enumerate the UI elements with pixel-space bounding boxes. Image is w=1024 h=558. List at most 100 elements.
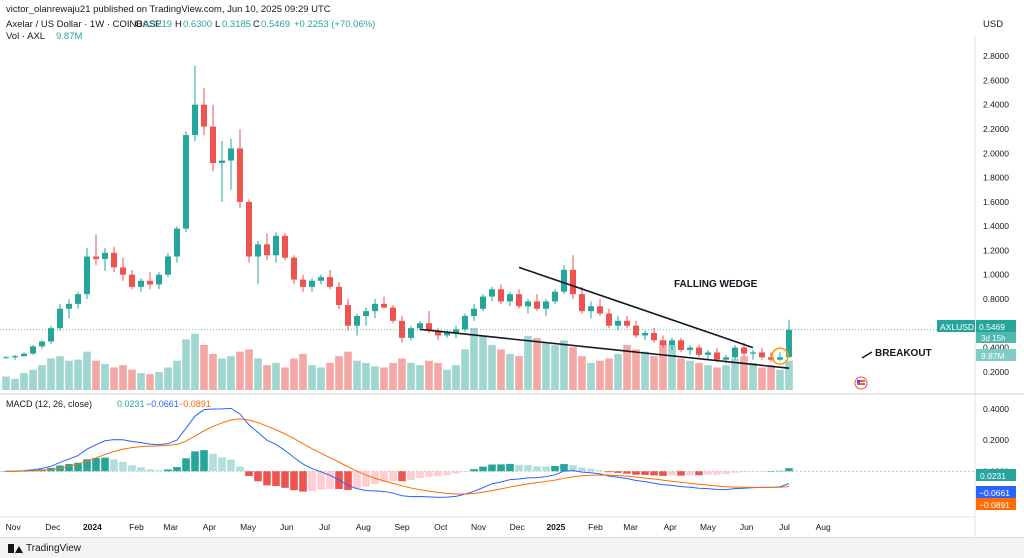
macd-hist-bar <box>299 471 307 492</box>
volume-bar <box>740 356 748 390</box>
candle-body <box>516 294 522 307</box>
candle-body <box>768 357 774 360</box>
volume-bar <box>326 362 334 390</box>
candle-body <box>219 160 225 163</box>
macd-hist-bar <box>407 471 415 480</box>
macd-hist-bar <box>308 471 316 492</box>
time-tick-label: May <box>240 522 257 532</box>
macd-hist-bar <box>380 471 388 482</box>
volume-bar <box>686 360 694 390</box>
candle-body <box>570 269 576 295</box>
candle-body <box>228 148 234 161</box>
candle-body <box>435 330 441 336</box>
candle-body <box>732 347 738 358</box>
signal-line <box>5 418 790 495</box>
macd-hist-bar <box>344 471 352 490</box>
volume-value: 9.87M <box>56 31 82 42</box>
footer-brand: TradingView <box>26 542 82 554</box>
time-tick-label: Nov <box>471 522 487 532</box>
macd-hist-bar <box>551 465 559 472</box>
volume-bar <box>182 339 190 390</box>
volume-bar <box>38 365 46 390</box>
volume-bar <box>776 369 784 390</box>
macd-hist-bar <box>758 471 766 472</box>
candle-body <box>777 357 783 360</box>
candle-body <box>543 301 549 309</box>
svg-text:9.87M: 9.87M <box>981 351 1005 361</box>
candle-body <box>597 306 603 314</box>
ohlc-change: +0.2253 (+70.06%) <box>294 19 375 30</box>
macd-hist-bar <box>65 464 73 472</box>
candle-body <box>489 289 495 297</box>
time-tick-label: Feb <box>129 522 144 532</box>
macd-hist-tag: 0.0231 <box>980 471 1006 481</box>
candle-body <box>507 294 513 302</box>
candle-body <box>354 316 360 326</box>
macd-hist-bar <box>227 459 235 472</box>
breakout-circle <box>771 347 789 365</box>
macd-hist-bar <box>560 464 568 472</box>
breakout-arrow <box>861 351 873 359</box>
volume-bar <box>218 358 226 390</box>
flag-icon[interactable] <box>854 376 868 390</box>
macd-hist-bar <box>425 471 433 478</box>
volume-bar <box>29 369 37 390</box>
volume-bar <box>704 365 712 390</box>
macd-hist-bar <box>542 466 550 472</box>
candle-body <box>282 235 288 258</box>
price-tick-label: 2.2000 <box>983 124 1009 134</box>
macd-hist-bar <box>173 467 181 472</box>
candle-body <box>210 126 216 163</box>
ohlc-c-label: C <box>253 19 260 30</box>
macd-hist-bar <box>416 471 424 479</box>
ohlc-o-label: O <box>135 19 142 30</box>
macd-line <box>5 407 790 498</box>
macd-hist-bar <box>362 471 370 487</box>
volume-bar <box>569 347 577 390</box>
macd-hist-bar <box>200 450 208 472</box>
candle-body <box>714 352 720 360</box>
candle-body <box>705 352 711 355</box>
volume-bar <box>83 351 91 390</box>
time-axis[interactable]: Nov Dec 2024 Feb Mar Apr May Jun Jul Aug Sep Oct Nov… <box>6 522 831 532</box>
candle-body <box>3 357 9 359</box>
macd-hist-bar <box>722 471 730 475</box>
volume-bar <box>155 371 163 390</box>
macd-hist-bar <box>596 470 604 472</box>
volume-bar <box>371 366 379 390</box>
candle-body <box>462 316 468 330</box>
volume-bar <box>614 353 622 390</box>
macd-hist-bar <box>236 466 244 472</box>
macd-hist-bar <box>668 471 676 476</box>
wedge-upper-trendline[interactable] <box>518 266 754 349</box>
macd-legend: MACD (12, 26, close) 0.0231 −0.0661 −0.0… <box>6 399 211 409</box>
macd-hist-bar <box>767 471 775 472</box>
volume-bar <box>398 358 406 390</box>
volume-bar <box>389 362 397 390</box>
price-tick-label: 1.2000 <box>983 245 1009 255</box>
macd-hist-bar <box>677 471 685 476</box>
candle-body <box>192 104 198 136</box>
volume-label: Vol · AXL <box>6 31 45 42</box>
macd-hist-bar <box>650 471 658 476</box>
macd-hist-bar <box>578 467 586 472</box>
wedge-lower-trendline[interactable] <box>419 328 790 370</box>
price-tick-label: 0.2000 <box>983 367 1009 377</box>
candle-body <box>66 303 72 309</box>
volume-bar <box>137 373 145 390</box>
volume-bar <box>452 365 460 390</box>
volume-bar <box>236 351 244 390</box>
candle-body <box>453 329 459 333</box>
candle-body <box>147 280 153 285</box>
candle-body <box>660 340 666 346</box>
ohlc-c-value: 0.5469 <box>261 19 290 30</box>
macd-hist-bar <box>119 461 127 472</box>
macd-lines <box>5 407 790 498</box>
volume-bar <box>632 349 640 390</box>
countdown-value: 3d 15h <box>981 334 1005 343</box>
volume-bar <box>290 358 298 390</box>
ohlc-l-label: L <box>215 19 220 30</box>
volume-bar <box>587 362 595 390</box>
ohlc-h-label: H <box>175 19 182 30</box>
